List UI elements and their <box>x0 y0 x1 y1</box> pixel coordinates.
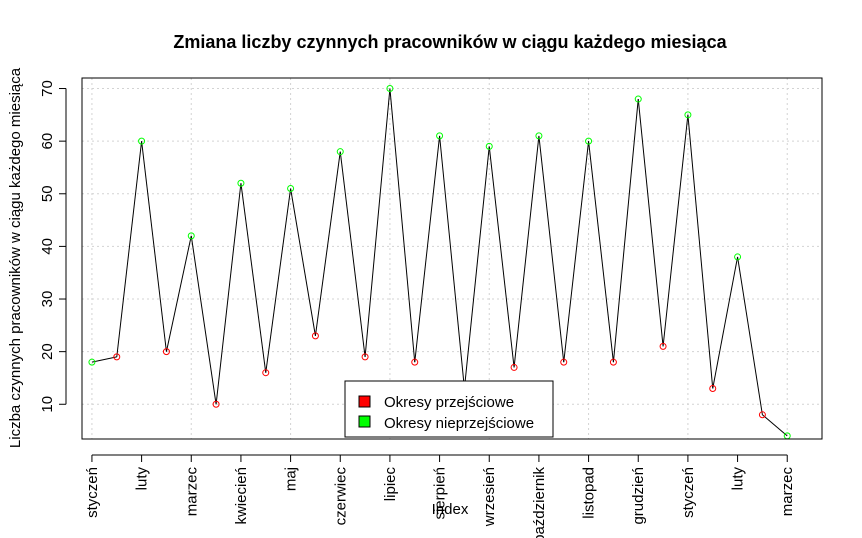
series-line <box>91 88 788 437</box>
y-tick-label: 20 <box>39 343 56 360</box>
plot-frame <box>81 77 823 440</box>
data-point-transitional <box>758 411 766 419</box>
legend: Okresy przejściowe Okresy nieprzejściowe <box>344 380 554 438</box>
x-tick-label: czerwiec <box>332 467 349 526</box>
series-line-segment <box>439 135 465 389</box>
x-tick-label: kwiecień <box>233 467 250 525</box>
legend-box <box>344 380 554 438</box>
legend-swatch-non-transitional <box>358 415 371 428</box>
series-line-segment <box>737 256 763 415</box>
x-tick-label: luty <box>730 467 747 491</box>
series-line-segment <box>339 151 366 357</box>
x-tick-label: marzec <box>183 467 200 517</box>
data-point-non-transitional <box>436 132 444 140</box>
series-line-segment <box>637 98 664 347</box>
data-point-non-transitional <box>684 111 692 119</box>
data-point-transitional <box>212 400 220 408</box>
x-tick-label: sierpień <box>432 467 449 520</box>
series-line-segment <box>190 235 217 405</box>
series-line-segment <box>290 188 316 336</box>
legend-label-transitional: Okresy przejściowe <box>384 394 514 411</box>
series-line-segment <box>364 88 391 357</box>
series-line-segment <box>488 146 515 368</box>
data-point-non-transitional <box>138 137 146 145</box>
y-tick-label: 40 <box>39 238 56 255</box>
legend-label-non-transitional: Okresy nieprzejściowe <box>384 415 534 432</box>
y-tick-label: 30 <box>39 291 56 308</box>
y-tick-label: 50 <box>39 185 56 202</box>
y-tick-label: 10 <box>39 396 56 413</box>
data-point-transitional <box>262 369 270 377</box>
data-point-transitional <box>609 358 617 366</box>
x-tick-label: maj <box>283 467 300 491</box>
x-axis: styczeń luty marzec kwiecień maj czerwiec lipi… <box>84 454 796 538</box>
series-line-segment <box>141 141 167 352</box>
series-line-segment <box>215 183 242 405</box>
grid <box>82 78 822 439</box>
x-tick-label: styczeń <box>680 467 697 518</box>
data-point-transitional <box>659 342 667 350</box>
data-point-transitional <box>411 358 419 366</box>
data-point-transitional <box>709 384 717 392</box>
x-axis-label: Index <box>432 501 469 518</box>
x-tick-label: lipiec <box>382 467 399 502</box>
data-point-non-transitional <box>88 358 96 366</box>
data-point-non-transitional <box>634 95 642 103</box>
series-line-segment <box>314 151 341 336</box>
series-line-segment <box>513 135 540 368</box>
data-point-transitional <box>113 353 121 361</box>
data-point-non-transitional <box>187 232 195 240</box>
series-points <box>88 85 791 440</box>
series-line-segment <box>687 114 714 389</box>
data-point-transitional <box>311 332 319 340</box>
series-line-segment <box>463 146 490 389</box>
series-line-segment <box>414 135 441 363</box>
series-line-segment <box>662 114 689 347</box>
data-point-transitional <box>560 358 568 366</box>
legend-swatch-transitional <box>358 395 371 408</box>
series-line-segment <box>91 356 117 363</box>
series-line-segment <box>389 88 416 363</box>
series-line-segment <box>240 183 267 373</box>
data-point-non-transitional <box>336 148 344 156</box>
x-tick-label: luty <box>134 467 151 491</box>
series-line-segment <box>265 188 292 373</box>
series-line-segment <box>612 99 639 363</box>
x-tick-label: październik <box>531 467 548 538</box>
data-point-non-transitional <box>535 132 543 140</box>
chart-title: Zmiana liczby czynnych pracowników w cią… <box>173 32 727 52</box>
data-point-non-transitional <box>585 137 593 145</box>
x-tick-label: grudzień <box>630 467 647 525</box>
y-tick-label: 70 <box>39 80 56 97</box>
series-line-segment <box>165 235 192 352</box>
x-tick-label: styczeń <box>84 467 101 518</box>
data-point-transitional <box>361 353 369 361</box>
x-tick-label: wrzesień <box>481 467 498 527</box>
data-point-non-transitional <box>734 253 742 261</box>
series-line-segment <box>712 256 739 389</box>
series-line-segment <box>538 135 565 363</box>
series-line-segment <box>116 141 143 357</box>
data-point-non-transitional <box>386 85 394 93</box>
x-tick-label: listopad <box>581 467 598 519</box>
data-point-non-transitional <box>485 142 493 150</box>
y-tick-label: 60 <box>39 133 56 150</box>
y-axis-label: Liczba czynnych pracowników w ciągu każd… <box>7 67 24 448</box>
data-point-transitional <box>510 363 518 371</box>
series-line-segment <box>588 141 614 363</box>
x-tick-label: marzec <box>779 467 796 517</box>
series-line-segment <box>762 414 788 437</box>
data-point-non-transitional <box>287 185 295 193</box>
y-axis: 10 20 30 40 50 60 70 <box>39 80 67 413</box>
series-line-segment <box>563 141 590 363</box>
data-point-transitional <box>162 348 170 356</box>
data-point-non-transitional <box>237 179 245 187</box>
